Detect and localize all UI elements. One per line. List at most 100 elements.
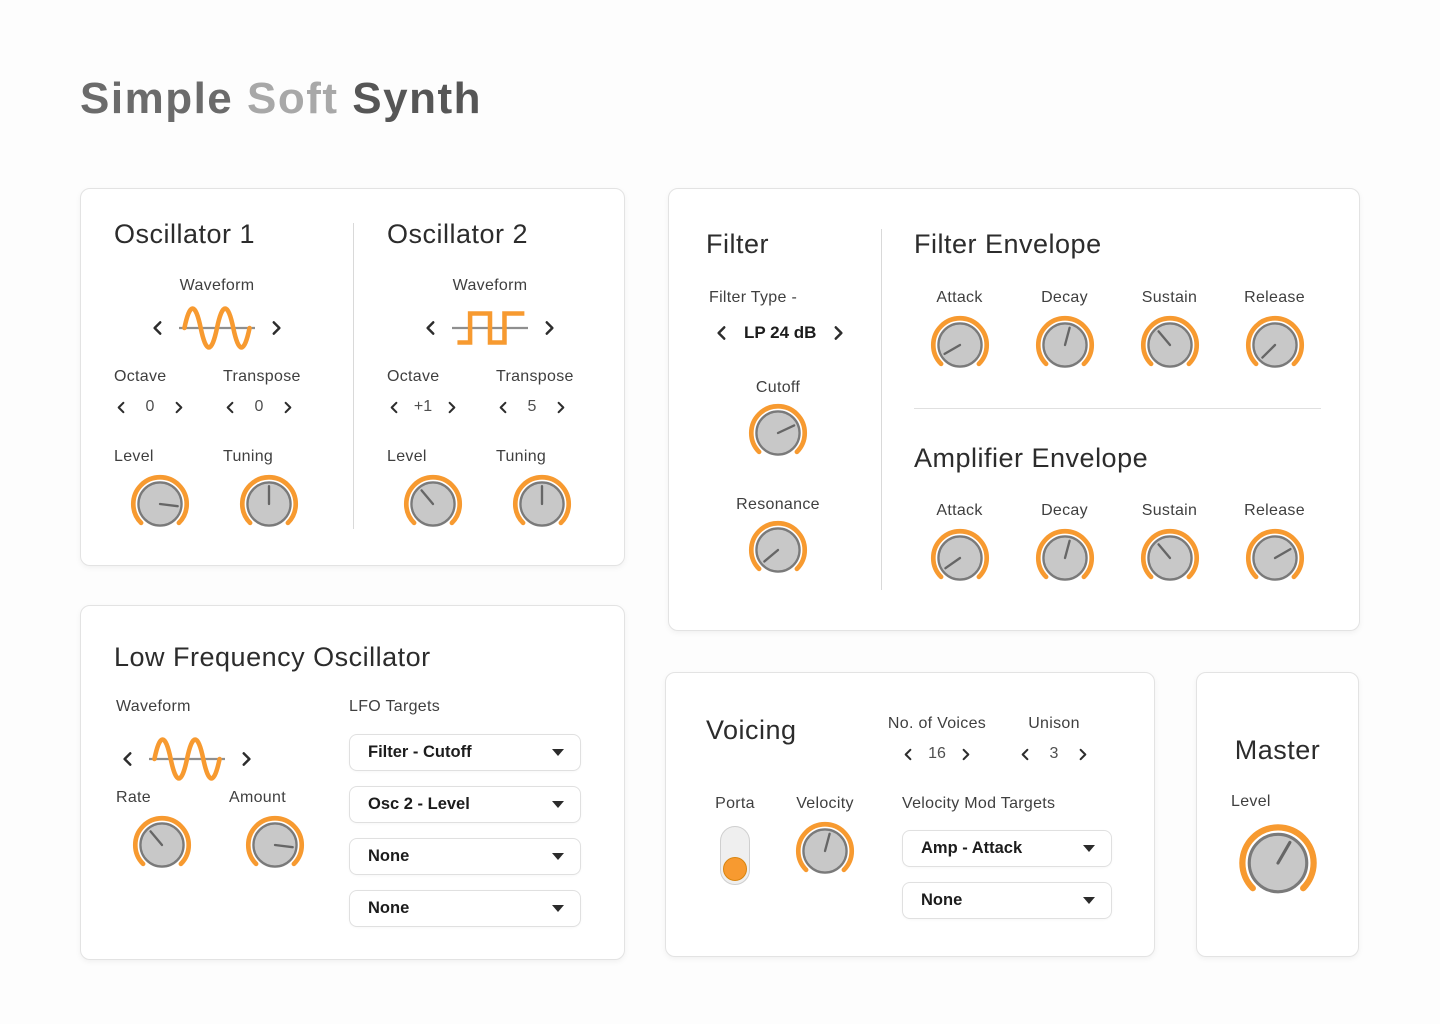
osc1-level-knob[interactable]	[130, 474, 190, 534]
osc2-waveform-next-button[interactable]	[540, 319, 558, 337]
filter-section: Filter Filter Type - LP 24 dB Cutoff Res…	[669, 189, 881, 630]
filter-type-prev-button[interactable]	[713, 324, 731, 342]
osc1-tuning-label: Tuning	[223, 448, 274, 465]
unison-decrement-button[interactable]	[1018, 747, 1033, 762]
lfo-waveform-next-button[interactable]	[237, 750, 255, 768]
amp-env-release-label: Release	[1244, 502, 1305, 519]
osc2-transpose-control: Transpose 5	[496, 368, 574, 416]
lfo-target-2-dropdown[interactable]: Osc 2 - Level	[349, 786, 581, 823]
unison-increment-button[interactable]	[1075, 747, 1090, 762]
amp-env-attack-knob[interactable]	[930, 528, 990, 588]
voices-value: 16	[928, 745, 946, 762]
osc1-octave-decrement-button[interactable]	[114, 400, 129, 415]
osc2-square-wave-icon	[452, 305, 528, 351]
filter-env-attack-knob[interactable]	[930, 315, 990, 375]
amp-env-sustain-knob[interactable]	[1140, 528, 1200, 588]
voices-label: No. of Voices	[887, 715, 987, 732]
filter-title: Filter	[706, 229, 769, 259]
voices-increment-button[interactable]	[958, 747, 973, 762]
amp-envelope-knobs: Attack Decay Sustain Release	[907, 502, 1327, 588]
filter-envelope-knobs: Attack Decay Sustain Release	[907, 289, 1327, 375]
velocity-mod-target-1-dropdown[interactable]: Amp - Attack	[902, 830, 1112, 867]
osc1-level-control: Level	[114, 448, 190, 534]
caret-down-icon	[552, 749, 564, 756]
osc1-transpose-control: Transpose 0	[223, 368, 301, 416]
lfo-rate-control: Rate	[116, 789, 192, 875]
envelope-divider	[914, 408, 1321, 409]
app-title-word-3: Synth	[352, 74, 483, 123]
lfo-rate-knob[interactable]	[132, 815, 192, 875]
osc2-transpose-increment-button[interactable]	[553, 400, 568, 415]
amp-env-release-control: Release	[1222, 502, 1327, 588]
filter-env-decay-knob[interactable]	[1035, 315, 1095, 375]
velocity-control: Velocity	[782, 795, 868, 881]
lfo-title: Low Frequency Oscillator	[114, 642, 431, 672]
amp-env-decay-label: Decay	[1041, 502, 1088, 519]
lfo-target-3-dropdown[interactable]: None	[349, 838, 581, 875]
osc1-waveform-prev-button[interactable]	[149, 319, 167, 337]
lfo-target-1-value: Filter - Cutoff	[368, 743, 472, 761]
filter-env-sustain-knob[interactable]	[1140, 315, 1200, 375]
osc2-tuning-knob[interactable]	[512, 474, 572, 534]
filter-cutoff-knob[interactable]	[748, 403, 808, 463]
filter-env-release-control: Release	[1222, 289, 1327, 375]
unison-control: Unison 3	[999, 715, 1109, 763]
filter-env-decay-label: Decay	[1041, 289, 1088, 306]
osc2-level-control: Level	[387, 448, 463, 534]
osc2-octave-value: +1	[413, 398, 433, 415]
caret-down-icon	[1083, 845, 1095, 852]
lfo-target-1-dropdown[interactable]: Filter - Cutoff	[349, 734, 581, 771]
osc2-tuning-control: Tuning	[496, 448, 572, 534]
filter-env-attack-label: Attack	[936, 289, 983, 306]
osc1-tuning-knob[interactable]	[239, 474, 299, 534]
osc2-octave-decrement-button[interactable]	[387, 400, 402, 415]
caret-down-icon	[552, 853, 564, 860]
lfo-amount-label: Amount	[229, 789, 286, 806]
osc1-waveform-next-button[interactable]	[267, 319, 285, 337]
oscillator-1-section: Oscillator 1 Waveform Octave 0	[81, 189, 353, 565]
master-title: Master	[1234, 735, 1321, 765]
osc2-transpose-value: 5	[527, 398, 537, 415]
porta-toggle-thumb[interactable]	[723, 857, 747, 881]
osc1-transpose-increment-button[interactable]	[280, 400, 295, 415]
osc2-tuning-label: Tuning	[496, 448, 547, 465]
amp-env-decay-knob[interactable]	[1035, 528, 1095, 588]
lfo-target-3-value: None	[368, 847, 410, 865]
lfo-waveform-prev-button[interactable]	[119, 750, 137, 768]
unison-value: 3	[1049, 745, 1059, 762]
voicing-title: Voicing	[706, 715, 797, 745]
osc1-level-label: Level	[114, 448, 154, 465]
master-level-knob[interactable]	[1238, 823, 1318, 903]
osc2-octave-increment-button[interactable]	[444, 400, 459, 415]
osc2-waveform-prev-button[interactable]	[422, 319, 440, 337]
osc2-transpose-decrement-button[interactable]	[496, 400, 511, 415]
voices-decrement-button[interactable]	[901, 747, 916, 762]
osc2-level-knob[interactable]	[403, 474, 463, 534]
osc1-octave-increment-button[interactable]	[171, 400, 186, 415]
porta-toggle[interactable]	[720, 826, 750, 885]
amp-env-release-knob[interactable]	[1245, 528, 1305, 588]
lfo-amount-knob[interactable]	[245, 815, 305, 875]
amp-env-sustain-label: Sustain	[1141, 502, 1198, 519]
app-title-word-2: Soft	[247, 74, 339, 123]
velocity-knob[interactable]	[795, 821, 855, 881]
lfo-target-4-dropdown[interactable]: None	[349, 890, 581, 927]
caret-down-icon	[1083, 897, 1095, 904]
amp-env-sustain-control: Sustain	[1117, 502, 1222, 588]
filter-resonance-knob[interactable]	[748, 520, 808, 580]
unison-label: Unison	[1028, 715, 1080, 732]
velocity-mod-target-1-value: Amp - Attack	[921, 839, 1023, 857]
filter-env-attack-control: Attack	[907, 289, 1012, 375]
osc1-transpose-decrement-button[interactable]	[223, 400, 238, 415]
voicing-panel: Voicing No. of Voices 16 Unison 3 Porta	[665, 672, 1155, 957]
osc2-waveform-label: Waveform	[452, 277, 528, 294]
osc1-octave-label: Octave	[114, 368, 167, 385]
filter-type-next-button[interactable]	[829, 324, 847, 342]
filter-panel: Filter Filter Type - LP 24 dB Cutoff Res…	[668, 188, 1360, 631]
porta-control: Porta	[706, 795, 764, 885]
filter-env-release-knob[interactable]	[1245, 315, 1305, 375]
filter-envelope-title: Filter Envelope	[914, 229, 1102, 259]
velocity-mod-target-2-dropdown[interactable]: None	[902, 882, 1112, 919]
filter-env-sustain-control: Sustain	[1117, 289, 1222, 375]
velocity-mod-targets-list: Amp - Attack None	[902, 830, 1112, 919]
